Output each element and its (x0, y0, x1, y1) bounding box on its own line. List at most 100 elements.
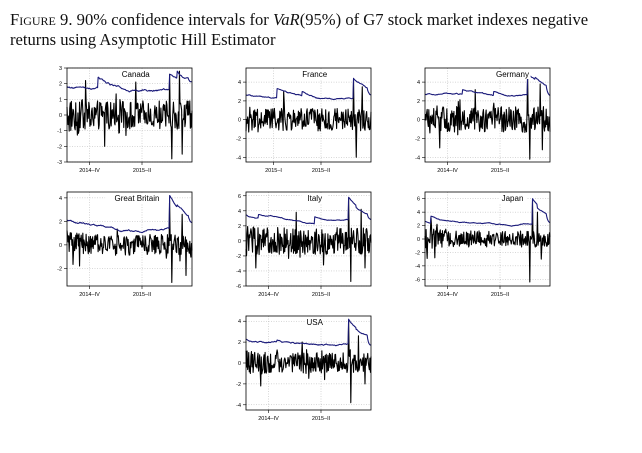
panel-title-bg (494, 70, 531, 79)
panel-title-bg (499, 194, 526, 203)
chart-panel: -6 -4 -2 0 2 4 6 2014–IV 2015–II Italy (236, 191, 372, 298)
chart-panel: -2 0 2 4 2014–IV 2015–II Great Britain (57, 191, 193, 298)
x-tick-label: 2014–IV (79, 168, 100, 174)
panel-title-bg (305, 318, 324, 327)
y-tick-label: 1 (59, 97, 62, 103)
x-tick-label: 2014–IV (437, 292, 458, 298)
y-tick-label: 4 (417, 80, 420, 86)
y-tick-label: 2 (417, 224, 420, 230)
x-tick-label: 2015–II (312, 416, 331, 422)
panel-title: Japan (502, 194, 524, 203)
y-tick-label: 0 (59, 113, 62, 119)
y-tick-label: 4 (238, 80, 241, 86)
chart-panel: -4 -2 0 2 4 2014–IV 2015–II USA (236, 315, 372, 422)
returns-series-line (245, 198, 372, 283)
panel-title-bg (105, 194, 169, 203)
returns-series-line (245, 320, 372, 404)
chart-panel: -4 -2 0 2 4 2015–I 2015–II France (236, 67, 372, 174)
x-tick-label: 2015–II (312, 292, 331, 298)
chart-panel: -6 -4 -2 0 2 4 6 2014–IV 2015–II Japan (415, 191, 551, 298)
y-tick-label: 2 (417, 99, 420, 105)
var-series-line (66, 194, 193, 234)
y-tick-label: 0 (238, 239, 241, 245)
x-tick-label: 2015–II (133, 168, 152, 174)
panel-title: Great Britain (115, 194, 160, 203)
y-tick-label: -4 (415, 264, 420, 270)
y-tick-label: 4 (238, 209, 241, 215)
y-tick-label: -2 (57, 144, 62, 150)
panel-title: France (302, 70, 327, 79)
returns-series-line (66, 70, 193, 160)
caption-text-before: 90% confidence intervals for (76, 10, 269, 29)
plot-frame (245, 191, 372, 287)
caption-var-symbol: VaR (272, 10, 300, 29)
y-tick-label: -4 (236, 155, 241, 161)
y-tick-label: -4 (236, 403, 241, 409)
y-tick-label: 6 (238, 194, 241, 200)
y-tick-label: 0 (238, 361, 241, 367)
y-tick-label: 4 (417, 210, 420, 216)
x-tick-label: 2015–II (491, 168, 510, 174)
y-tick-label: -1 (57, 129, 62, 135)
var-series-line (66, 70, 193, 93)
x-tick-label: 2014–IV (258, 292, 279, 298)
x-tick-label: 2015–I (265, 168, 282, 174)
y-tick-label: 6 (417, 197, 420, 203)
caption-text-after: of G7 stock market indexes negative retu… (10, 10, 589, 49)
panel-title: USA (307, 318, 324, 327)
x-tick-label: 2014–IV (258, 416, 279, 422)
y-tick-label: 2 (59, 82, 62, 88)
panel-title: Canada (122, 70, 151, 79)
y-tick-label: -2 (236, 137, 241, 143)
x-tick-label: 2015–II (491, 292, 510, 298)
y-tick-label: -2 (415, 137, 420, 143)
returns-series-line (424, 74, 551, 160)
caption-var-level: (95%) (299, 10, 342, 29)
var-series-line (424, 198, 551, 227)
var-series-line (424, 73, 551, 97)
plot-frame (424, 67, 551, 163)
y-tick-label: -6 (236, 284, 241, 290)
y-tick-label: -2 (57, 266, 62, 272)
x-tick-label: 2014–IV (79, 292, 100, 298)
y-tick-label: 4 (59, 196, 62, 202)
chart-panel: -3 -2 -1 0 1 2 3 2014–IV 2015–II Canada (57, 66, 193, 174)
y-tick-label: 0 (59, 243, 62, 249)
y-tick-label: 2 (238, 224, 241, 230)
x-tick-label: 2015–II (312, 168, 331, 174)
figure-caption: Figure 9. 90% confidence intervals for V… (10, 10, 630, 50)
y-tick-label: 3 (59, 66, 62, 72)
y-tick-label: 0 (238, 118, 241, 124)
x-tick-label: 2014–IV (437, 168, 458, 174)
y-tick-label: 0 (417, 237, 420, 243)
returns-series-line (245, 79, 372, 158)
y-tick-label: 2 (238, 99, 241, 105)
var-series-line (245, 196, 372, 225)
panel-title: Germany (496, 70, 529, 79)
plot-frame (66, 191, 193, 287)
chart-panel: -4 -2 0 2 4 2014–IV 2015–II Germany (415, 67, 551, 174)
y-tick-label: 2 (59, 219, 62, 225)
panel-title-bg (298, 70, 331, 79)
x-tick-label: 2015–II (133, 292, 152, 298)
figure-label: Figure 9. (10, 10, 73, 29)
y-tick-label: -2 (415, 250, 420, 256)
panel-title-bg (301, 194, 329, 203)
panel-title: Italy (307, 194, 322, 203)
panel-title-bg (119, 70, 152, 79)
y-tick-label: -4 (236, 269, 241, 275)
y-tick-label: 4 (238, 319, 241, 325)
var-series-line (245, 318, 372, 347)
y-tick-label: 0 (417, 118, 420, 124)
y-tick-label: -4 (415, 155, 420, 161)
y-tick-label: 2 (238, 340, 241, 346)
y-tick-label: -3 (57, 160, 62, 166)
y-tick-label: -2 (236, 382, 241, 388)
returns-series-line (66, 199, 193, 284)
y-tick-label: -6 (415, 277, 420, 283)
var-series-line (245, 77, 372, 101)
y-tick-label: -2 (236, 254, 241, 260)
plot-frame (245, 67, 372, 163)
